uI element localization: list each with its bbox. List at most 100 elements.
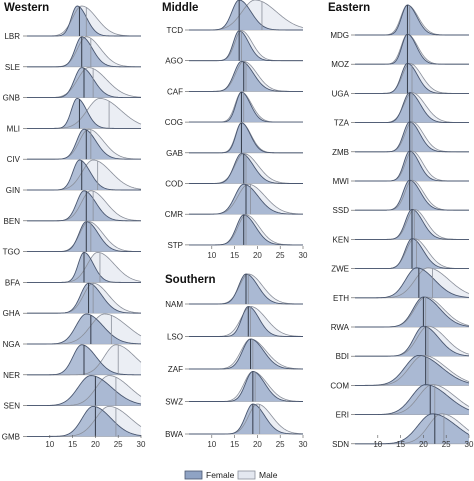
x-tick-label: 25 <box>114 440 123 449</box>
country-label-COG: COG <box>165 118 183 127</box>
density-female-CIV <box>27 129 141 160</box>
ridge-UGA: UGA <box>332 62 469 98</box>
ridge-TZA: TZA <box>334 92 469 128</box>
x-tick-label: 20 <box>253 251 262 260</box>
ridge-GMB: GMB <box>2 405 142 441</box>
country-label-STP: STP <box>167 241 183 250</box>
x-tick-label: 30 <box>137 440 146 449</box>
ridge-KEN: KEN <box>333 208 469 244</box>
ridge-BFA: BFA <box>5 251 142 287</box>
country-label-MWI: MWI <box>333 177 349 186</box>
country-label-TZA: TZA <box>334 119 350 128</box>
country-label-GHA: GHA <box>3 309 21 318</box>
ridge-COG: COG <box>165 91 303 127</box>
country-label-BDI: BDI <box>336 352 349 361</box>
ridge-CMR: CMR <box>165 183 304 219</box>
country-label-UGA: UGA <box>332 89 350 98</box>
country-label-CIV: CIV <box>7 155 21 164</box>
density-female-NGA <box>27 314 141 344</box>
x-tick-label: 30 <box>465 440 474 449</box>
density-female-line-AGO <box>189 30 303 62</box>
x-tick-label: 30 <box>299 440 308 449</box>
ridge-MWI: MWI <box>333 150 469 186</box>
ridge-LSO: LSO <box>167 306 304 342</box>
density-female-GMB <box>27 406 141 437</box>
density-female-line-ETH <box>355 267 470 299</box>
panels: Western LBR SLE GNB MLI CIV GIN BEN TGO BFA GHA NGA… <box>2 0 474 449</box>
density-female-SLE <box>27 36 141 67</box>
density-female-line-GAB <box>189 122 303 154</box>
country-label-KEN: KEN <box>333 235 350 244</box>
country-label-GIN: GIN <box>6 186 20 195</box>
panel-title-western: Western <box>4 2 49 14</box>
ridge-AGO: AGO <box>165 30 303 66</box>
x-axis-eastern: 10 15 20 25 30 <box>373 435 474 449</box>
country-label-TGO: TGO <box>3 248 20 257</box>
country-label-NAM: NAM <box>165 300 183 309</box>
density-female-COG <box>189 92 303 123</box>
ridge-ZMB: ZMB <box>332 121 469 157</box>
ridge-BWA: BWA <box>165 403 304 439</box>
country-label-MOZ: MOZ <box>331 60 349 69</box>
country-label-SLE: SLE <box>5 63 20 72</box>
density-female-line-CMR <box>189 183 303 215</box>
country-label-RWA: RWA <box>331 323 350 332</box>
ridge-LBR: LBR <box>4 5 141 41</box>
x-tick-label: 15 <box>396 440 405 449</box>
ridge-SDN: SDN <box>332 413 470 449</box>
country-label-GNB: GNB <box>3 94 20 103</box>
density-female-line-SWZ <box>189 371 304 402</box>
country-label-CMR: CMR <box>165 210 183 219</box>
country-label-AGO: AGO <box>165 57 183 66</box>
country-label-BWA: BWA <box>165 430 184 439</box>
density-female-BDI <box>355 326 469 357</box>
density-female-ZAF <box>189 339 303 369</box>
x-tick-label: 10 <box>373 440 382 449</box>
legend-label-male: Male <box>259 470 278 480</box>
density-female-GAB <box>189 122 303 153</box>
legend-swatch-female <box>184 470 203 480</box>
country-label-TCD: TCD <box>167 26 184 35</box>
density-female-line-BEN <box>27 190 141 222</box>
x-tick-label: 10 <box>45 440 54 449</box>
density-female-line-ZAF <box>189 338 303 370</box>
x-tick-label: 10 <box>207 251 216 260</box>
density-female-line-GHA <box>27 282 141 314</box>
x-tick-label: 15 <box>230 251 239 260</box>
panel-title-southern: Southern <box>165 274 215 286</box>
density-female-ETH <box>355 267 469 298</box>
x-tick-label: 25 <box>276 440 285 449</box>
legend-swatch-male <box>237 470 256 480</box>
density-female-BWA <box>189 404 303 434</box>
x-axis-western: 10 15 20 25 30 <box>45 435 146 449</box>
density-female-SDN <box>355 413 469 444</box>
x-axis-middle: 10 15 20 25 30 <box>207 246 308 260</box>
density-female-BEN <box>27 190 141 221</box>
x-tick-label: 15 <box>230 440 239 449</box>
country-label-ZWE: ZWE <box>331 265 349 274</box>
ridge-BEN: BEN <box>4 190 142 226</box>
ridge-SSD: SSD <box>333 179 469 215</box>
ridge-GIN: GIN <box>6 159 142 195</box>
density-female-line-GMB <box>27 405 142 437</box>
country-label-LBR: LBR <box>4 32 20 41</box>
x-axis-southern: 10 15 20 25 30 <box>207 435 308 449</box>
density-female-line-BWA <box>189 403 304 435</box>
panel-eastern: Eastern MDG MOZ UGA TZA ZMB MWI SSD KEN ZWE ETH RWA… <box>328 2 474 449</box>
density-female-COM <box>355 355 469 386</box>
density-male-NER <box>27 344 141 375</box>
legend-label-female: Female <box>206 470 235 480</box>
density-female-line-MDG <box>355 4 469 36</box>
ridge-ETH: ETH <box>333 267 470 303</box>
ridge-NGA: NGA <box>3 313 142 349</box>
density-female-GIN <box>27 160 141 190</box>
legend: Female Male <box>184 470 278 480</box>
ridge-SLE: SLE <box>5 36 141 72</box>
density-male-MLI <box>27 98 141 129</box>
ridge-SEN: SEN <box>4 375 142 411</box>
x-tick-label: 20 <box>419 440 428 449</box>
x-tick-label: 10 <box>207 440 216 449</box>
density-female-line-LBR <box>27 5 141 37</box>
density-female-line-TGO <box>27 221 141 253</box>
country-label-GAB: GAB <box>166 149 183 158</box>
